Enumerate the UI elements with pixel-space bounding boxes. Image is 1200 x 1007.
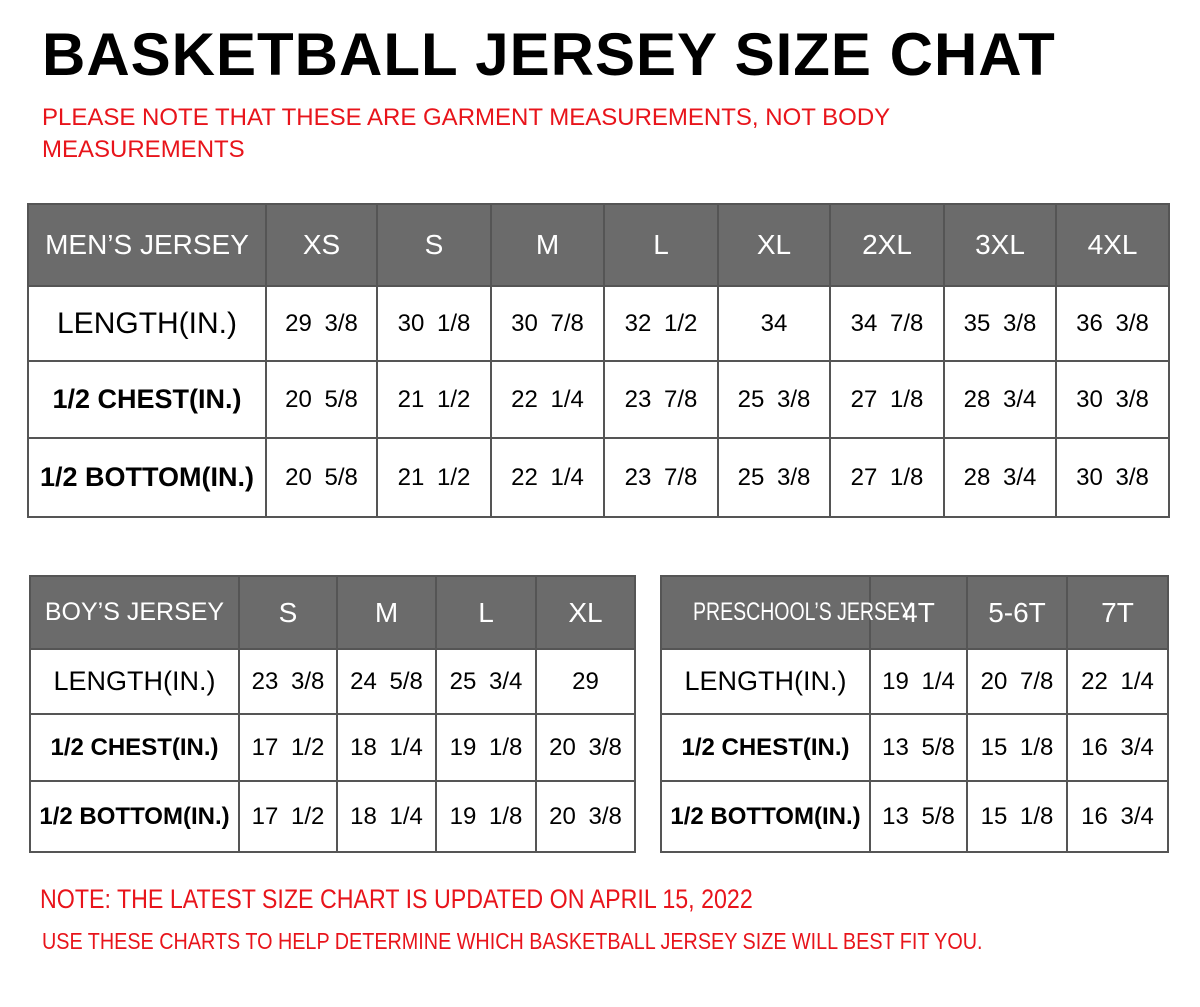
header-text: BOY’S JERSEY — [44, 598, 225, 626]
measurement-value: 19 1/8 — [435, 713, 537, 782]
measurement-value: 15 1/8 — [966, 780, 1068, 853]
measurement-value: 34 — [717, 285, 831, 362]
measurement-value: 13 5/8 — [869, 780, 968, 853]
garment-note-line-2: MEASUREMENTS — [42, 136, 245, 163]
measurement-label: LENGTH(IN.) — [660, 648, 871, 715]
measurement-label: 1/2 BOTTOM(IN.) — [27, 437, 267, 518]
measurement-label: LENGTH(IN.) — [29, 648, 240, 715]
fit-note: USE THESE CHARTS TO HELP DETERMINE WHICH… — [42, 928, 983, 954]
size-header: S — [376, 203, 492, 287]
table-row: 1/2 CHEST(IN.) 17 1/2 18 1/4 19 1/8 20 3/8 — [29, 713, 636, 782]
measurement-value: 16 3/4 — [1066, 780, 1169, 853]
measurement-value: 23 7/8 — [603, 360, 719, 439]
measurement-value: 24 5/8 — [336, 648, 437, 715]
measurement-label: 1/2 BOTTOM(IN.) — [660, 780, 871, 853]
measurement-value: 29 3/8 — [265, 285, 378, 362]
measurement-value: 22 1/4 — [490, 437, 605, 518]
table-header-label: PRESCHOOL’S JERSEY — [660, 575, 913, 650]
measurement-value: 17 1/2 — [238, 713, 338, 782]
measurement-value: 23 7/8 — [603, 437, 719, 518]
updated-note: NOTE: THE LATEST SIZE CHART IS UPDATED O… — [40, 884, 753, 914]
size-header: 2XL — [829, 203, 945, 287]
table-row: 1/2 BOTTOM(IN.) 17 1/2 18 1/4 19 1/8 20 3/8 — [29, 780, 636, 853]
measurement-value: 30 1/8 — [376, 285, 492, 362]
boys-size-table: BOY’S JERSEY S M L XL LENGTH(IN.) 23 3/8 24 5/8… — [29, 575, 636, 853]
measurement-value: 15 1/8 — [966, 713, 1068, 782]
measurement-value: 16 3/4 — [1066, 713, 1169, 782]
table-row: 1/2 CHEST(IN.) 20 5/8 21 1/2 22 1/4 23 7/8 25… — [27, 360, 1170, 439]
measurement-value: 32 1/2 — [603, 285, 719, 362]
measurement-value: 25 3/8 — [717, 437, 831, 518]
garment-note-line-1: PLEASE NOTE THAT THESE ARE GARMENT MEASU… — [42, 104, 891, 131]
table-row: 1/2 CHEST(IN.) 13 5/8 15 1/8 16 3/4 — [660, 713, 1169, 782]
header-row: BOY’S JERSEY S M L XL — [29, 575, 636, 650]
measurement-value: 13 5/8 — [869, 713, 968, 782]
table-header-label: MEN’S JERSEY — [27, 203, 267, 287]
size-header: 4T — [869, 575, 968, 650]
size-header: 5-6T — [966, 575, 1068, 650]
size-header: XL — [717, 203, 831, 287]
header-row: MEN’S JERSEY XS S M L XL 2XL 3XL 4XL — [27, 203, 1170, 287]
measurement-value: 20 3/8 — [535, 780, 636, 853]
measurement-value: 30 7/8 — [490, 285, 605, 362]
measurement-value: 28 3/4 — [943, 360, 1057, 439]
measurement-label: 1/2 CHEST(IN.) — [660, 713, 871, 782]
mens-size-table: MEN’S JERSEY XS S M L XL 2XL 3XL 4XL LENGTH(IN.) 2… — [27, 203, 1170, 518]
size-header: M — [336, 575, 437, 650]
header-text: MEN’S JERSEY — [45, 229, 249, 260]
measurement-value: 22 1/4 — [490, 360, 605, 439]
measurement-value: 36 3/8 — [1055, 285, 1170, 362]
measurement-value: 34 7/8 — [829, 285, 945, 362]
header-row: PRESCHOOL’S JERSEY 4T 5-6T 7T — [660, 575, 1169, 650]
measurement-value: 21 1/2 — [376, 437, 492, 518]
page-title: BASKETBALL JERSEY SIZE CHAT — [42, 21, 1056, 88]
measurement-value: 19 1/4 — [869, 648, 968, 715]
measurement-value: 30 3/8 — [1055, 437, 1170, 518]
table-row: LENGTH(IN.) 23 3/8 24 5/8 25 3/4 29 — [29, 648, 636, 715]
measurement-value: 20 5/8 — [265, 437, 378, 518]
size-header: L — [603, 203, 719, 287]
measurement-value: 25 3/8 — [717, 360, 831, 439]
measurement-value: 30 3/8 — [1055, 360, 1170, 439]
size-header: M — [490, 203, 605, 287]
measurement-value: 27 1/8 — [829, 437, 945, 518]
measurement-value: 19 1/8 — [435, 780, 537, 853]
table-row: 1/2 BOTTOM(IN.) 20 5/8 21 1/2 22 1/4 23 7/8 2… — [27, 437, 1170, 518]
measurement-value: 25 3/4 — [435, 648, 537, 715]
measurement-value: 20 3/8 — [535, 713, 636, 782]
measurement-value: 27 1/8 — [829, 360, 945, 439]
measurement-value: 28 3/4 — [943, 437, 1057, 518]
measurement-value: 20 5/8 — [265, 360, 378, 439]
size-header: 7T — [1066, 575, 1169, 650]
preschool-size-table: PRESCHOOL’S JERSEY 4T 5-6T 7T LENGTH(IN.) 19 … — [660, 575, 1169, 853]
size-header: 4XL — [1055, 203, 1170, 287]
size-header: XL — [535, 575, 636, 650]
measurement-label: 1/2 CHEST(IN.) — [27, 360, 267, 439]
measurement-value: 18 1/4 — [336, 780, 437, 853]
table-row: LENGTH(IN.) 29 3/8 30 1/8 30 7/8 32 1/2 34 34 … — [27, 285, 1170, 362]
measurement-value: 35 3/8 — [943, 285, 1057, 362]
table-row: 1/2 BOTTOM(IN.) 13 5/8 15 1/8 16 3/4 — [660, 780, 1169, 853]
measurement-value: 21 1/2 — [376, 360, 492, 439]
measurement-value: 23 3/8 — [238, 648, 338, 715]
measurement-value: 17 1/2 — [238, 780, 338, 853]
size-header: L — [435, 575, 537, 650]
measurement-value: 18 1/4 — [336, 713, 437, 782]
measurement-label: LENGTH(IN.) — [27, 285, 267, 362]
measurement-label: 1/2 BOTTOM(IN.) — [29, 780, 240, 853]
size-header: XS — [265, 203, 378, 287]
measurement-value: 22 1/4 — [1066, 648, 1169, 715]
size-header: S — [238, 575, 338, 650]
measurement-label: 1/2 CHEST(IN.) — [29, 713, 240, 782]
size-header: 3XL — [943, 203, 1057, 287]
measurement-value: 29 — [535, 648, 636, 715]
measurement-value: 20 7/8 — [966, 648, 1068, 715]
table-header-label: BOY’S JERSEY — [29, 575, 240, 650]
header-text: PRESCHOOL’S JERSEY — [693, 598, 914, 626]
table-row: LENGTH(IN.) 19 1/4 20 7/8 22 1/4 — [660, 648, 1169, 715]
